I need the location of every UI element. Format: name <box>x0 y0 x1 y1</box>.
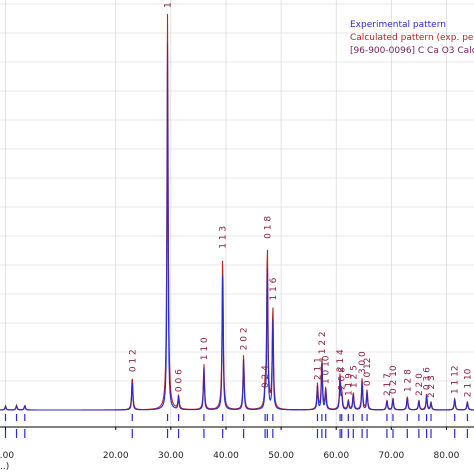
x-tick-labels: ..00 20.00 30.00 40.00 50.00 60.00 70.00 80.00 <box>0 427 460 461</box>
peak-label-23: 1 2 8 <box>403 369 413 392</box>
peak-label-13: 1 2 2 <box>318 331 328 354</box>
peak-labels: 0 1 2 1 0 4 0 0 6 1 1 0 1 1 3 2 0 2 0 2 4 0 1 8… <box>128 0 473 398</box>
series-experimental <box>0 43 474 411</box>
x-axis: ..00 20.00 30.00 40.00 50.00 60.00 70.00 80.00 <box>0 426 474 461</box>
series-group <box>0 14 474 411</box>
grid <box>0 0 474 427</box>
peak-label-10: 0 1 8 <box>263 216 273 239</box>
peak-label-17: 1 1 9 <box>344 373 354 396</box>
x-tick-label-0: ..00 <box>0 451 14 461</box>
peak-label-20: 0 0 12 <box>363 357 373 386</box>
peak-label-26: 2 2 3 <box>427 375 437 398</box>
peak-label-14: 1 0 10 <box>322 355 332 384</box>
peak-label-12: 2 1 1 <box>313 357 323 380</box>
legend-calculated: Calculated pattern (exp. peaks) <box>350 33 474 43</box>
x-tick-label-6: 70.00 <box>378 451 404 461</box>
peak-label-22: 0 2 10 <box>389 365 399 394</box>
peak-label-24: 2 2 0 <box>415 373 425 396</box>
peak-label-7: 1 1 3 <box>219 226 229 249</box>
legend: Experimental pattern Calculated pattern … <box>350 20 474 56</box>
peak-label-5: 0 0 6 <box>175 369 185 392</box>
x-tick-label-7: 80.00 <box>434 451 460 461</box>
peak-label-18: 1 2 5 <box>349 365 359 388</box>
x-unit-fragment: ..) <box>0 462 9 472</box>
x-tick-label-2: 30.00 <box>158 451 184 461</box>
peak-label-8: 2 0 2 <box>240 327 250 350</box>
x-tick-label-3: 40.00 <box>213 451 239 461</box>
reference-ticks <box>4 414 468 438</box>
peak-label-9: 0 2 4 <box>261 365 271 388</box>
peak-label-11: 1 1 6 <box>269 277 279 300</box>
peak-label-28: 2 1 10 <box>463 368 473 397</box>
legend-experimental: Experimental pattern <box>350 20 446 30</box>
peak-label-25: 0 3 6 <box>423 367 433 390</box>
peak-label-15: 2 1 4 <box>336 349 346 372</box>
peak-label-19: 3 0 0 <box>358 351 368 374</box>
peak-label-4: 1 0 4 <box>164 0 174 8</box>
x-tick-label-1: 20.00 <box>103 451 129 461</box>
peak-label-27: 1 1 12 <box>451 365 461 394</box>
peak-label-16: 2 0 8 <box>338 367 348 390</box>
x-tick-label-4: 50.00 <box>268 451 294 461</box>
legend-reference: [96-900-0096] C Ca O3 Calcite <box>350 46 474 56</box>
peak-label-21: 2 1 7 <box>383 373 393 396</box>
x-tick-label-5: 60.00 <box>323 451 349 461</box>
peak-label-6: 1 1 0 <box>200 337 210 360</box>
peak-label-3: 0 1 2 <box>128 349 138 372</box>
